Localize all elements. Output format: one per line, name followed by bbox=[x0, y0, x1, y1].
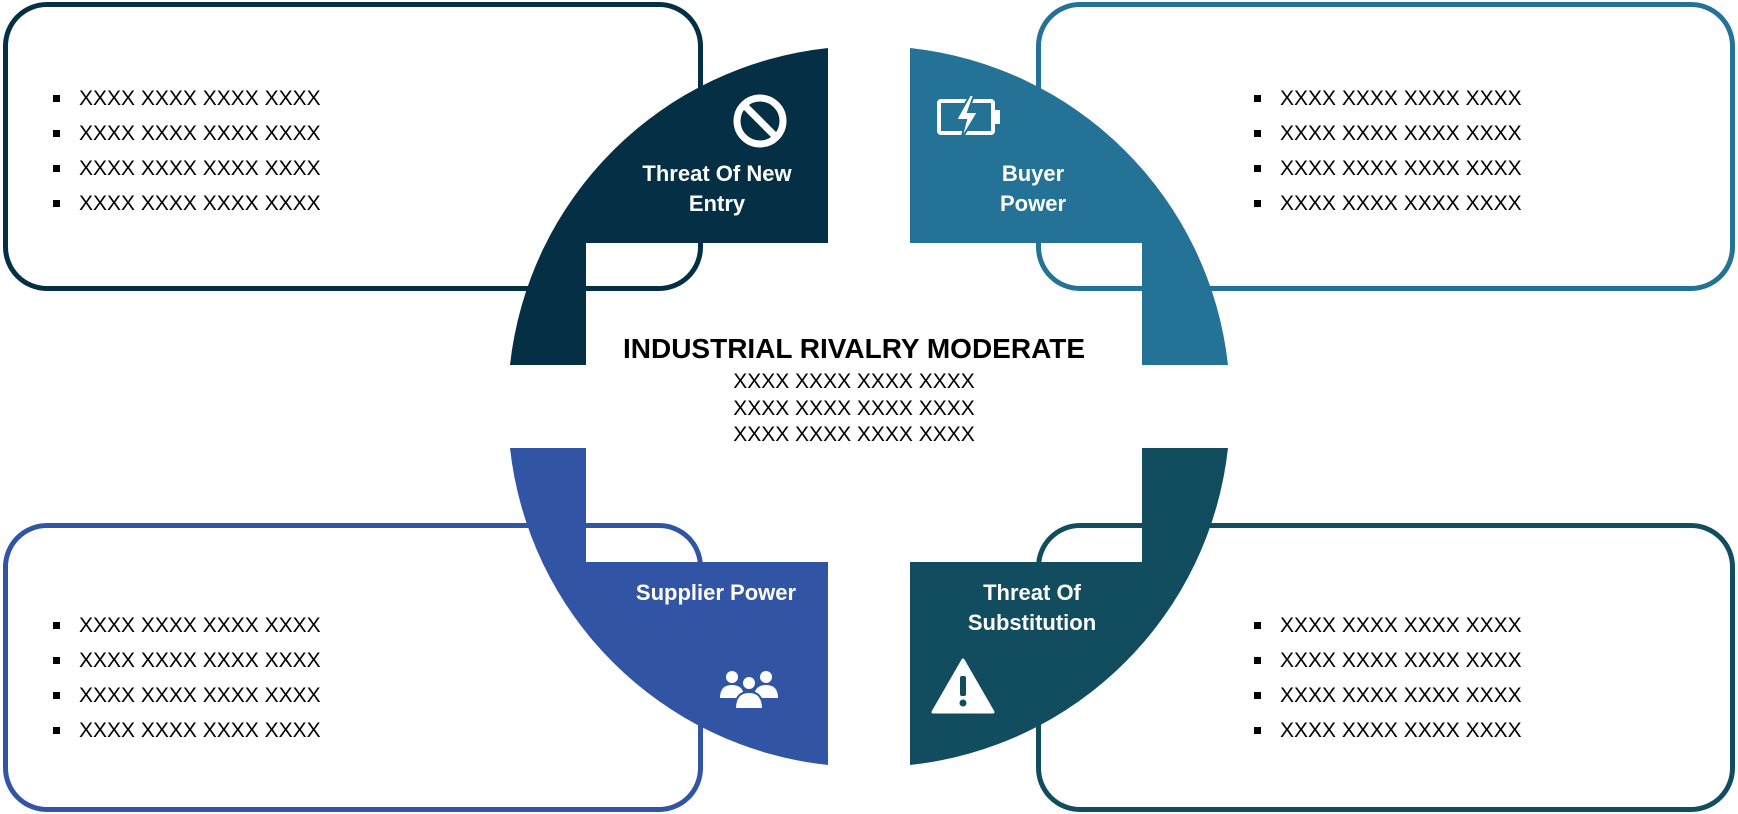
buyer-power-bullets: XXXX XXXX XXXX XXXX XXXX XXXX XXXX XXXX … bbox=[1254, 81, 1522, 221]
threat-new-entry-label: Threat Of New Entry bbox=[620, 159, 814, 219]
label-line: Threat Of New bbox=[642, 161, 792, 186]
center-title: INDUSTRIAL RIVALRY MODERATE bbox=[622, 333, 1085, 364]
bullet-item: XXXX XXXX XXXX XXXX bbox=[53, 713, 321, 748]
threat-new-entry-bullets: XXXX XXXX XXXX XXXX XXXX XXXX XXXX XXXX … bbox=[53, 81, 321, 221]
label-line: Power bbox=[999, 191, 1067, 216]
center-line: XXXX XXXX XXXX XXXX bbox=[733, 423, 975, 446]
center-line: XXXX XXXX XXXX XXXX bbox=[733, 370, 975, 393]
bullet-item: XXXX XXXX XXXX XXXX bbox=[1254, 608, 1522, 643]
threat-substitution-bullets: XXXX XXXX XXXX XXXX XXXX XXXX XXXX XXXX … bbox=[1254, 608, 1522, 748]
bullet-item: XXXX XXXX XXXX XXXX bbox=[1254, 151, 1522, 186]
label-line: Entry bbox=[688, 191, 746, 216]
threat-substitution-segment bbox=[910, 448, 1228, 765]
bullet-item: XXXX XXXX XXXX XXXX bbox=[53, 151, 321, 186]
bullet-item: XXXX XXXX XXXX XXXX bbox=[53, 81, 321, 116]
label-line: Substitution bbox=[967, 610, 1097, 635]
threat-new-entry-box bbox=[3, 2, 703, 291]
center-line: XXXX XXXX XXXX XXXX bbox=[733, 396, 975, 420]
supplier-power-bullets: XXXX XXXX XXXX XXXX XXXX XXXX XXXX XXXX … bbox=[53, 608, 321, 748]
buyer-power-label: Buyer Power bbox=[963, 159, 1103, 219]
buyer-power-segment bbox=[910, 48, 1228, 365]
label-line: Threat Of bbox=[983, 580, 1081, 605]
threat-new-entry-segment bbox=[510, 48, 828, 365]
warning-icon bbox=[931, 658, 995, 714]
bullet-item: XXXX XXXX XXXX XXXX bbox=[1254, 678, 1522, 713]
people-icon bbox=[720, 671, 778, 710]
bullet-item: XXXX XXXX XXXX XXXX bbox=[1254, 713, 1522, 748]
bullet-item: XXXX XXXX XXXX XXXX bbox=[53, 186, 321, 221]
bullet-item: XXXX XXXX XXXX XXXX bbox=[53, 678, 321, 713]
bullet-item: XXXX XXXX XXXX XXXX bbox=[53, 116, 321, 151]
bullet-item: XXXX XXXX XXXX XXXX bbox=[1254, 116, 1522, 151]
label-line: Buyer bbox=[1001, 161, 1065, 186]
bullet-item: XXXX XXXX XXXX XXXX bbox=[1254, 186, 1522, 221]
threat-substitution-label: Threat Of Substitution bbox=[940, 578, 1124, 638]
label-line: Supplier Power bbox=[635, 580, 797, 605]
bullet-item: XXXX XXXX XXXX XXXX bbox=[53, 643, 321, 678]
no-entry-icon bbox=[733, 94, 787, 148]
bullet-item: XXXX XXXX XXXX XXXX bbox=[1254, 81, 1522, 116]
bullet-item: XXXX XXXX XXXX XXXX bbox=[53, 608, 321, 643]
center-description: XXXX XXXX XXXX XXXX XXXX XXXX XXXX XXXX … bbox=[680, 369, 1028, 449]
battery-icon bbox=[937, 95, 1000, 141]
bullet-item: XXXX XXXX XXXX XXXX bbox=[1254, 643, 1522, 678]
supplier-power-label: Supplier Power bbox=[616, 578, 816, 608]
